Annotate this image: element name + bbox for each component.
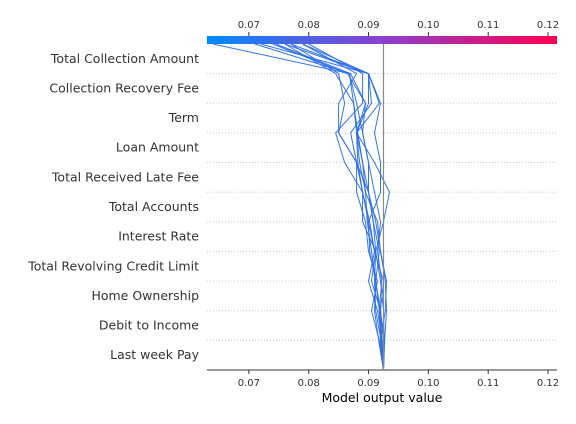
decision-path (290, 43, 387, 371)
feature-label: Total Accounts (108, 199, 199, 214)
top-tick-label: 0.08 (298, 20, 320, 31)
decision-path (260, 43, 384, 371)
bottom-tick-label: 0.11 (477, 378, 499, 389)
feature-label: Interest Rate (118, 229, 199, 244)
feature-label: Total Collection Amount (50, 51, 199, 66)
decision-path (302, 43, 384, 371)
bottom-tick-label: 0.10 (417, 378, 439, 389)
feature-label: Collection Recovery Fee (49, 80, 199, 95)
colorbar (207, 36, 557, 44)
feature-label: Total Revolving Credit Limit (27, 258, 199, 273)
decision-path (290, 43, 384, 370)
top-tick-label: 0.07 (238, 20, 260, 31)
bottom-tick-label: 0.09 (357, 378, 379, 389)
decision-path (302, 43, 384, 371)
top-tick-label: 0.09 (357, 20, 379, 31)
bottom-tick-label: 0.07 (238, 378, 260, 389)
decision-path (284, 43, 387, 371)
decision-path (212, 43, 384, 371)
feature-label: Debit to Income (99, 318, 199, 333)
bottom-tick-label: 0.12 (537, 378, 559, 389)
feature-label: Total Received Late Fee (51, 169, 199, 184)
bottom-tick-label: 0.08 (298, 378, 320, 389)
feature-label: Term (168, 110, 199, 125)
top-tick-label: 0.12 (537, 20, 559, 31)
feature-label: Home Ownership (91, 288, 199, 303)
feature-label: Last week Pay (110, 347, 199, 362)
decision-path (275, 43, 385, 371)
top-tick-label: 0.11 (477, 20, 499, 31)
top-tick-label: 0.10 (417, 20, 439, 31)
x-axis-title: Model output value (322, 390, 443, 405)
feature-label: Loan Amount (116, 140, 199, 155)
decision-path (254, 43, 384, 371)
